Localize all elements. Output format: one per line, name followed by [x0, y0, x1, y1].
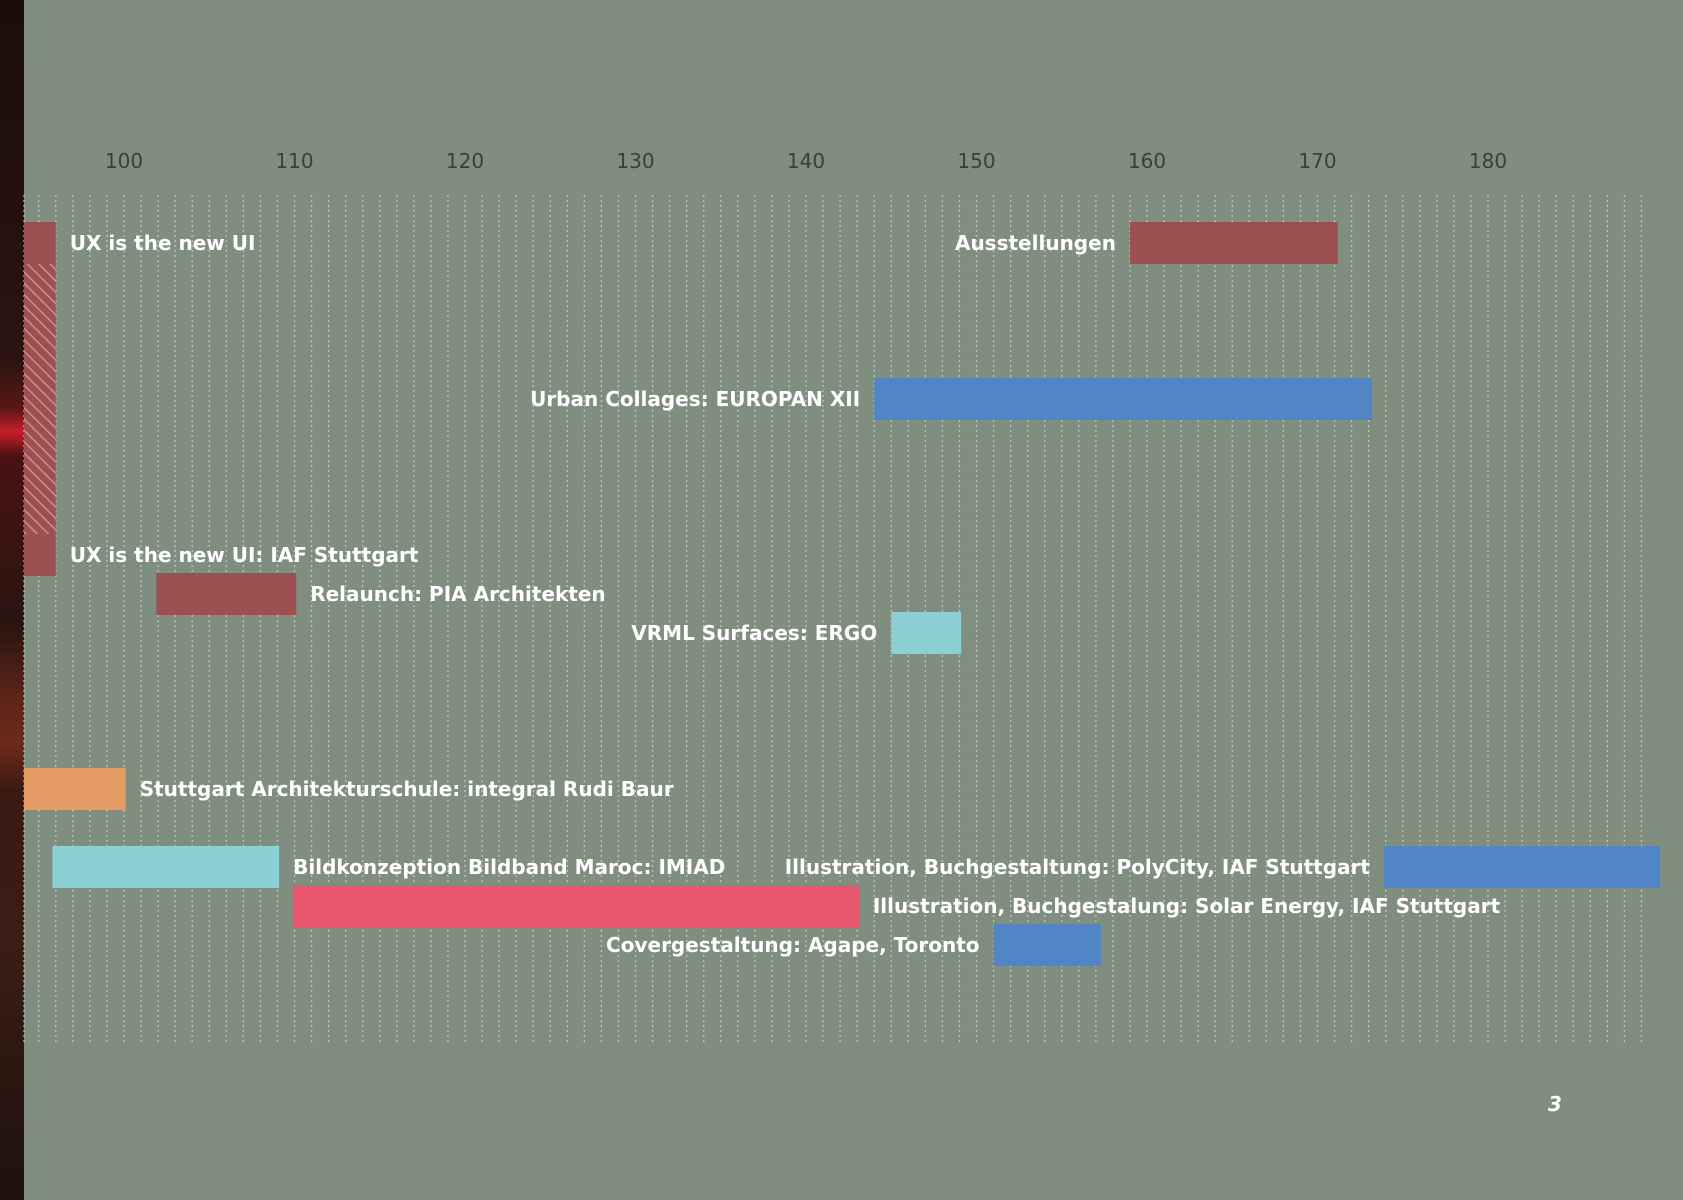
bar: [874, 378, 1373, 420]
x-tick-label: 160: [1128, 149, 1166, 173]
left-photo-strip: [0, 0, 24, 1200]
bar-label: Urban Collages: EUROPAN XII: [530, 387, 860, 411]
bar: [1383, 846, 1661, 888]
bars: [24, 222, 1661, 966]
x-tick-label: 170: [1298, 149, 1336, 173]
bar-label: UX is the new UI: [70, 231, 256, 255]
bar-label: Stuttgart Architekturschule: integral Ru…: [140, 777, 674, 801]
bar: [891, 612, 962, 654]
bar-label: UX is the new UI: IAF Stuttgart: [70, 543, 419, 567]
bar-labels: UX is the new UI Ausstellungen Urban Colla…: [70, 231, 1501, 957]
bar-label: VRML Surfaces: ERGO: [631, 621, 877, 645]
bar: [993, 924, 1101, 966]
bar-label: Ausstellungen: [955, 231, 1116, 255]
x-tick-label: 140: [787, 149, 825, 173]
bar-label: Illustration, Buchgestalung: Solar Energ…: [873, 894, 1501, 918]
bar-label: Bildkonzeption Bildband Maroc: IMIAD: [293, 855, 725, 879]
bar: [292, 885, 859, 927]
bar: [24, 534, 56, 576]
bar: [24, 222, 56, 264]
bar: [1129, 222, 1338, 264]
x-tick-label: 150: [957, 149, 995, 173]
x-tick-label: 180: [1469, 149, 1507, 173]
bar: [156, 573, 297, 615]
page-number: 3: [1548, 1092, 1562, 1116]
x-tick-label: 110: [275, 149, 313, 173]
bar: [52, 846, 280, 888]
bar-hatched: [24, 264, 56, 534]
bar-label: Covergestaltung: Agape, Toronto: [606, 933, 980, 957]
bar-label: Relaunch: PIA Architekten: [310, 582, 605, 606]
x-tick-label: 130: [616, 149, 654, 173]
bar-label: Illustration, Buchgestaltung: PolyCity, …: [785, 855, 1371, 879]
x-tick-label: 120: [446, 149, 484, 173]
bar: [24, 768, 126, 810]
x-axis-ticks: 100 110 120 130 140 150 160 170 180: [105, 149, 1507, 173]
x-tick-label: 100: [105, 149, 143, 173]
